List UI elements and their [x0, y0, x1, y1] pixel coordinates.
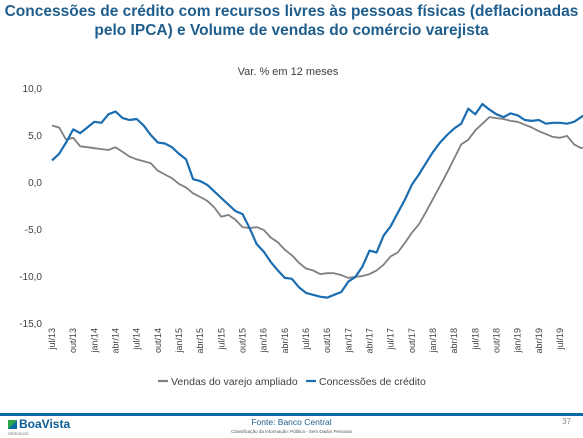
- logo-subtext: SERVIÇOS: [8, 431, 29, 436]
- x-tick-label: jan/16: [259, 328, 269, 354]
- x-tick-label: out/16: [322, 328, 332, 353]
- y-axis: 10,0 5,0 0,0 -5,0 -10,0 -15,0: [19, 84, 42, 330]
- legend: Vendas do varejo ampliado Concessões de c…: [158, 376, 426, 388]
- x-tick-label: jul/17: [386, 328, 396, 351]
- page-number: 37: [562, 417, 571, 426]
- x-tick-label: out/17: [407, 328, 417, 353]
- legend-label: Concessões de crédito: [319, 376, 426, 388]
- source-note: Fonte: Banco Central: [251, 417, 332, 427]
- x-tick-label: abr/14: [111, 328, 121, 354]
- company-logo: BoaVista: [8, 417, 70, 431]
- x-tick-label: jul/18: [470, 328, 480, 351]
- y-tick-label: -15,0: [19, 319, 42, 330]
- y-tick-label: 5,0: [28, 131, 42, 142]
- y-tick-label: -5,0: [25, 225, 43, 236]
- series-line-concessoes: [51, 102, 583, 299]
- x-tick-label: out/14: [153, 328, 163, 353]
- x-tick-label: jul/14: [132, 328, 142, 351]
- x-tick-label: out/15: [238, 328, 248, 353]
- series-layer: [51, 102, 583, 299]
- x-tick-label: jan/18: [428, 328, 438, 354]
- x-tick-label: abr/15: [195, 328, 205, 354]
- x-tick-label: abr/18: [449, 328, 459, 354]
- classification-note: Classificação da Informação: Pública - S…: [231, 429, 352, 434]
- x-tick-label: abr/16: [280, 328, 290, 354]
- x-tick-label: jul/15: [216, 328, 226, 351]
- x-tick-label: jan/15: [174, 328, 184, 354]
- footer-bar: [0, 413, 583, 416]
- chart-title: Var. % em 12 meses: [238, 66, 339, 78]
- x-tick-label: jul/16: [301, 328, 311, 351]
- series-line-vendas: [51, 116, 583, 279]
- legend-label: Vendas do varejo ampliado: [171, 376, 298, 388]
- x-tick-label: out/18: [492, 328, 502, 353]
- x-tick-label: jan/14: [89, 328, 99, 354]
- logo-mark-icon: [8, 420, 17, 429]
- x-tick-label: jan/17: [343, 328, 353, 354]
- slide-title: Concessões de crédito com recursos livre…: [4, 3, 579, 39]
- x-tick-label: abr/17: [365, 328, 375, 354]
- x-tick-label: out/13: [68, 328, 78, 353]
- x-tick-label: jul/19: [555, 328, 565, 351]
- x-tick-label: abr/19: [534, 328, 544, 354]
- y-tick-label: 0,0: [28, 178, 42, 189]
- x-tick-label: jan/19: [513, 328, 523, 354]
- logo-text: BoaVista: [19, 417, 71, 431]
- y-tick-label: -10,0: [19, 272, 42, 283]
- x-tick-label: jul/13: [47, 328, 57, 351]
- y-tick-label: 10,0: [23, 84, 43, 95]
- x-axis: jul/13 out/13 jan/14 abr/14 jul/14 out/14 jan/…: [47, 328, 565, 354]
